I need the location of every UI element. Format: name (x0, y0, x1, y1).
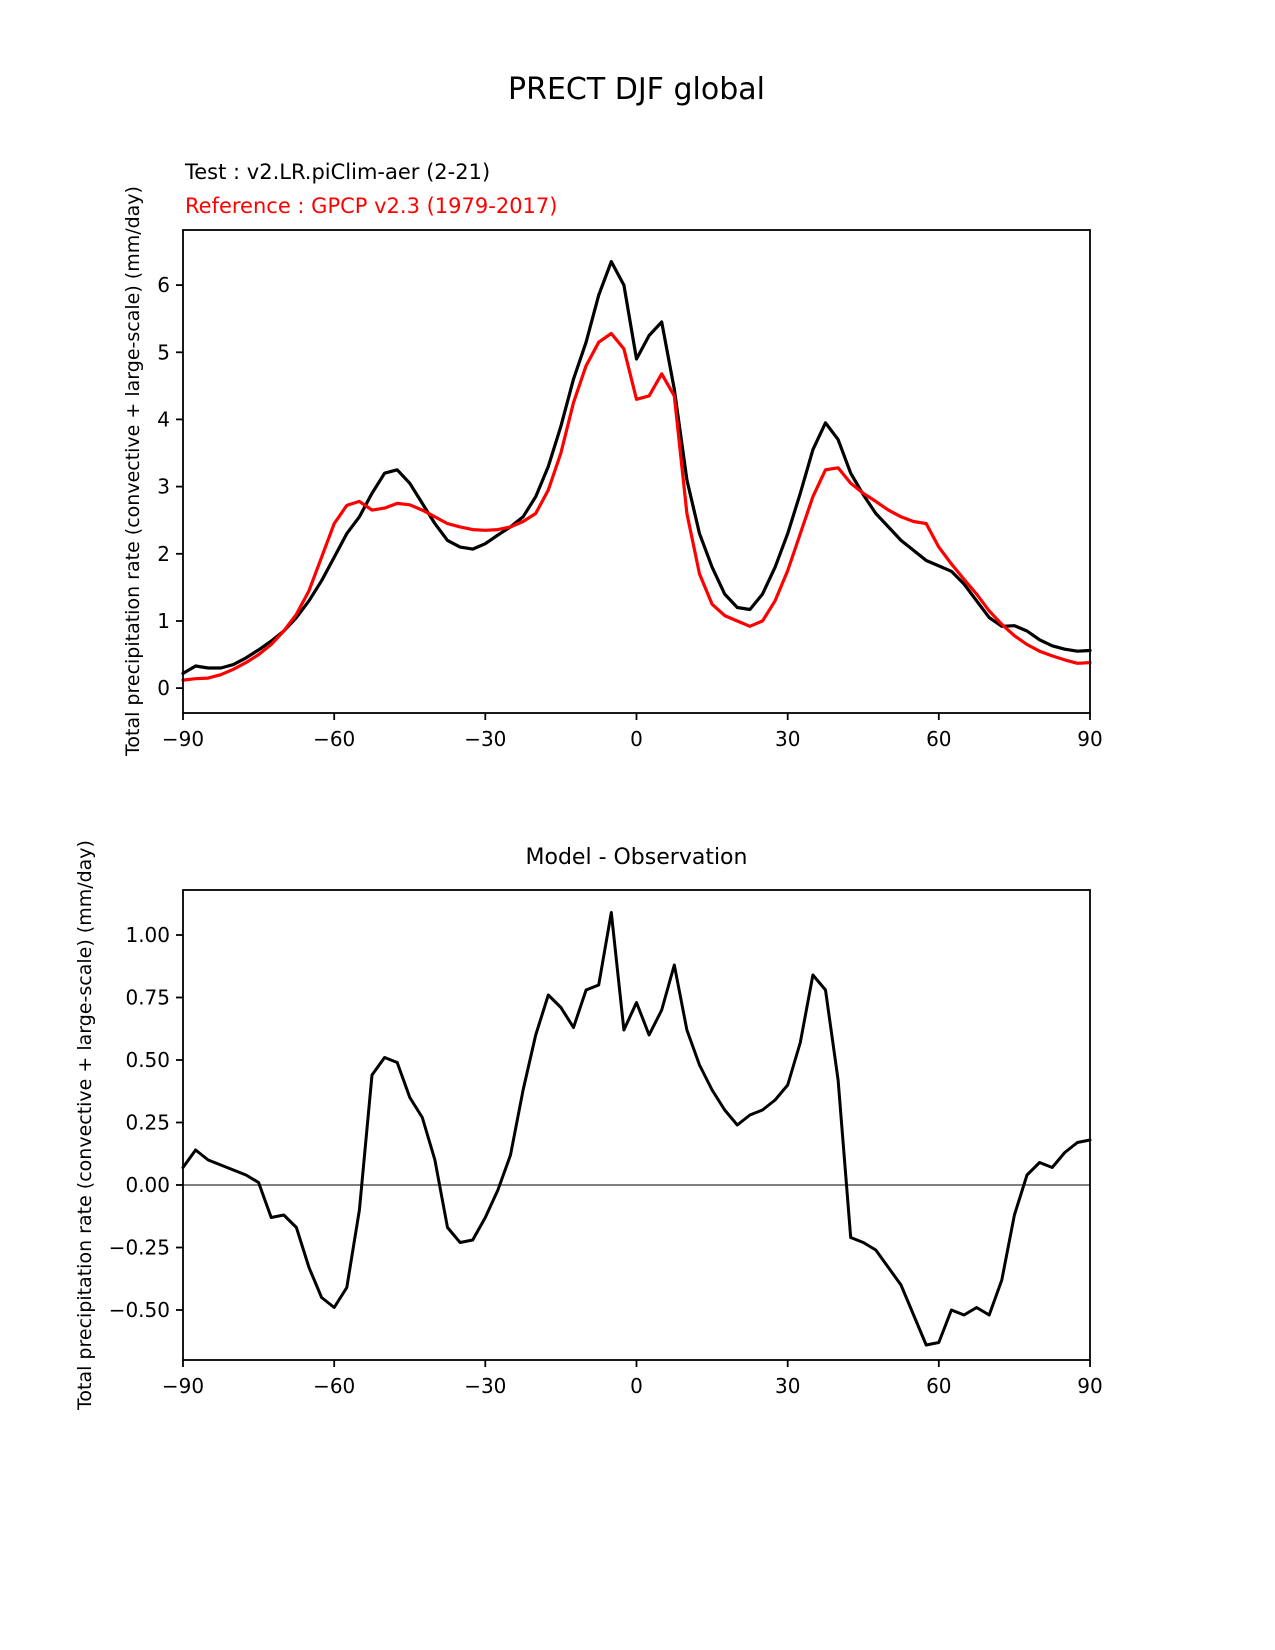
bottom-chart-title: Model - Observation (525, 845, 748, 870)
x-tick-label: 90 (1077, 727, 1102, 751)
x-tick-label: −60 (313, 727, 355, 751)
y-tick-label: 0 (157, 676, 170, 700)
x-tick-label: −90 (162, 727, 204, 751)
y-tick-label: 2 (157, 542, 170, 566)
test-series-line (181, 260, 1092, 675)
x-tick-label: −60 (313, 1374, 355, 1398)
bottom-chart-canvas: −90 −60 −30 0 30 60 90 −0.50 −0.25 0.00 0.25 0.50 0.… (109, 889, 1103, 1398)
x-tick-label: 30 (775, 1374, 800, 1398)
figure-title: PRECT DJF global (508, 72, 765, 107)
y-tick-label: 0.75 (125, 986, 170, 1010)
y-tick-label: −0.25 (109, 1236, 170, 1260)
difference-series-line (181, 911, 1092, 1347)
x-tick-label: 0 (630, 1374, 643, 1398)
x-tick-label: 90 (1077, 1374, 1102, 1398)
bottom-y-axis-label: Total precipitation rate (convective + l… (74, 840, 96, 1410)
x-tick-label: 30 (775, 727, 800, 751)
y-tick-label: 3 (157, 475, 170, 499)
y-tick-label: −0.50 (109, 1298, 170, 1322)
y-tick-label: 0.25 (125, 1111, 170, 1135)
top-y-axis-label: Total precipitation rate (convective + l… (122, 186, 144, 756)
x-tick-label: −90 (162, 1374, 204, 1398)
x-tick-label: −30 (464, 1374, 506, 1398)
x-tick-label: 60 (926, 727, 951, 751)
y-tick-label: 0.00 (125, 1173, 170, 1197)
y-tick-label: 1.00 (125, 923, 170, 947)
y-tick-label: 0.50 (125, 1048, 170, 1072)
x-tick-label: 0 (630, 727, 643, 751)
reference-series-line (181, 331, 1092, 682)
legend-reference-label: Reference : GPCP v2.3 (1979-2017) (185, 194, 558, 218)
y-tick-label: 4 (157, 407, 170, 431)
y-tick-label: 5 (157, 340, 170, 364)
y-tick-label: 1 (157, 609, 170, 633)
x-tick-label: 60 (926, 1374, 951, 1398)
y-tick-label: 6 (157, 273, 170, 297)
x-tick-label: −30 (464, 727, 506, 751)
axes-box (182, 889, 1091, 1361)
top-chart-canvas: −90 −60 −30 0 30 60 90 0 1 2 3 4 5 6 (157, 229, 1103, 751)
axes-box (182, 229, 1091, 714)
legend-test-label: Test : v2.LR.piClim-aer (2-21) (185, 160, 491, 184)
